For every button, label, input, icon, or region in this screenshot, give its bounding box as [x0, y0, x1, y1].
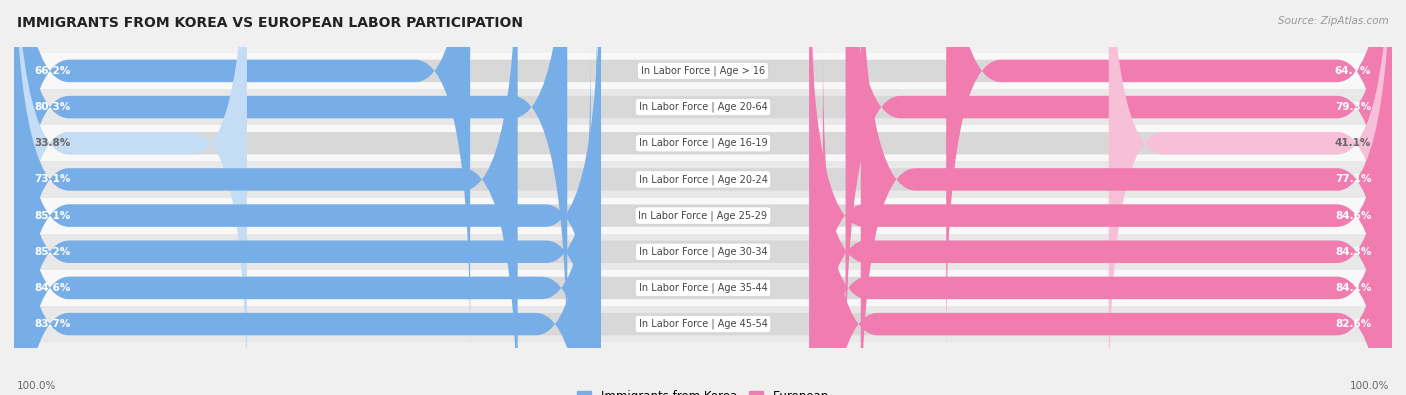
FancyBboxPatch shape: [14, 10, 1392, 395]
Text: 79.3%: 79.3%: [1336, 102, 1371, 112]
Text: 73.1%: 73.1%: [35, 175, 72, 184]
Bar: [14, 306, 1392, 342]
Text: 85.2%: 85.2%: [35, 247, 70, 257]
Text: 84.3%: 84.3%: [1334, 247, 1371, 257]
Bar: [14, 89, 1392, 125]
FancyBboxPatch shape: [14, 46, 591, 395]
FancyBboxPatch shape: [14, 0, 470, 349]
FancyBboxPatch shape: [808, 0, 1392, 395]
FancyBboxPatch shape: [946, 0, 1392, 349]
FancyBboxPatch shape: [14, 0, 600, 395]
Bar: [14, 161, 1392, 198]
Bar: [14, 198, 1392, 234]
Text: In Labor Force | Age 20-24: In Labor Force | Age 20-24: [638, 174, 768, 185]
FancyBboxPatch shape: [14, 0, 517, 395]
FancyBboxPatch shape: [14, 0, 1392, 395]
Text: 77.1%: 77.1%: [1334, 175, 1371, 184]
FancyBboxPatch shape: [823, 46, 1392, 395]
Text: 84.6%: 84.6%: [35, 283, 72, 293]
FancyBboxPatch shape: [14, 0, 247, 395]
Text: 80.3%: 80.3%: [35, 102, 70, 112]
Text: 66.2%: 66.2%: [35, 66, 70, 76]
Text: 100.0%: 100.0%: [17, 381, 56, 391]
FancyBboxPatch shape: [14, 0, 1392, 385]
Text: 33.8%: 33.8%: [35, 138, 70, 148]
FancyBboxPatch shape: [813, 10, 1392, 395]
Text: In Labor Force | Age > 16: In Labor Force | Age > 16: [641, 66, 765, 76]
Text: In Labor Force | Age 25-29: In Labor Force | Age 25-29: [638, 210, 768, 221]
FancyBboxPatch shape: [14, 46, 1392, 395]
Text: 84.1%: 84.1%: [1334, 283, 1371, 293]
FancyBboxPatch shape: [1109, 0, 1392, 395]
Text: Source: ZipAtlas.com: Source: ZipAtlas.com: [1278, 16, 1389, 26]
FancyBboxPatch shape: [860, 0, 1392, 395]
FancyBboxPatch shape: [14, 0, 1392, 349]
Bar: [14, 270, 1392, 306]
FancyBboxPatch shape: [14, 0, 567, 385]
Text: 85.1%: 85.1%: [35, 211, 70, 220]
FancyBboxPatch shape: [14, 0, 1392, 395]
Bar: [14, 53, 1392, 89]
Text: 83.7%: 83.7%: [35, 319, 72, 329]
FancyBboxPatch shape: [811, 0, 1392, 395]
FancyBboxPatch shape: [14, 0, 1392, 395]
FancyBboxPatch shape: [14, 10, 598, 395]
Text: In Labor Force | Age 30-34: In Labor Force | Age 30-34: [638, 246, 768, 257]
Bar: [14, 125, 1392, 161]
Text: In Labor Force | Age 16-19: In Labor Force | Age 16-19: [638, 138, 768, 149]
Text: 82.6%: 82.6%: [1336, 319, 1371, 329]
Text: 84.6%: 84.6%: [1334, 211, 1371, 220]
FancyBboxPatch shape: [14, 0, 1392, 395]
Text: 64.7%: 64.7%: [1334, 66, 1371, 76]
Text: IMMIGRANTS FROM KOREA VS EUROPEAN LABOR PARTICIPATION: IMMIGRANTS FROM KOREA VS EUROPEAN LABOR …: [17, 16, 523, 30]
Text: 100.0%: 100.0%: [1350, 381, 1389, 391]
Bar: [14, 234, 1392, 270]
FancyBboxPatch shape: [14, 0, 600, 395]
Text: In Labor Force | Age 20-64: In Labor Force | Age 20-64: [638, 102, 768, 112]
Text: In Labor Force | Age 45-54: In Labor Force | Age 45-54: [638, 319, 768, 329]
Legend: Immigrants from Korea, European: Immigrants from Korea, European: [572, 385, 834, 395]
Text: 41.1%: 41.1%: [1334, 138, 1371, 148]
FancyBboxPatch shape: [845, 0, 1392, 385]
Text: In Labor Force | Age 35-44: In Labor Force | Age 35-44: [638, 283, 768, 293]
